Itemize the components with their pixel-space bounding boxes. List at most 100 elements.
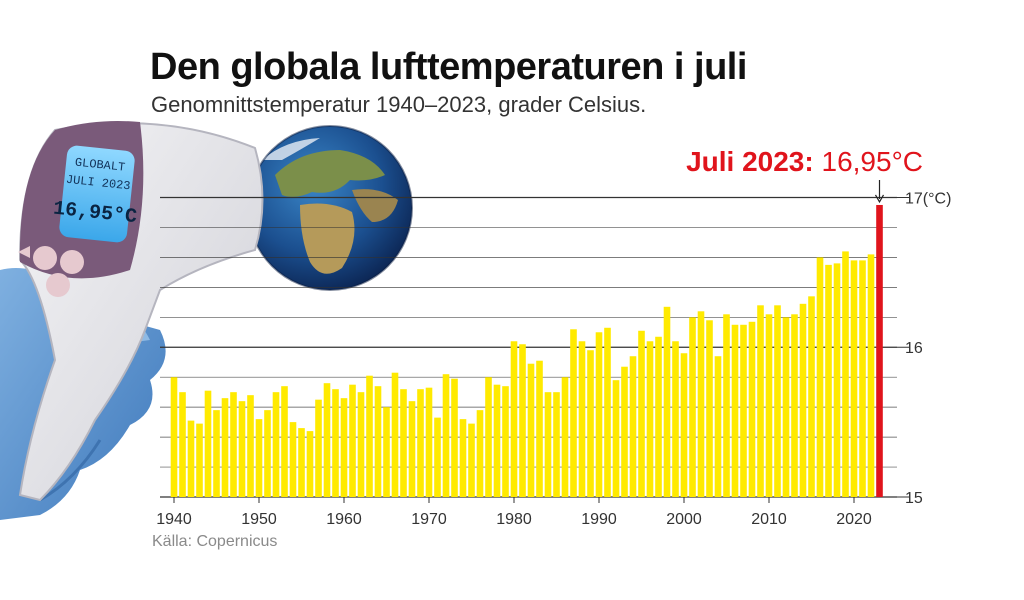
bar-2020	[850, 260, 858, 497]
bar-1997	[655, 336, 662, 497]
bar-1956	[306, 431, 314, 497]
bar-1999	[672, 341, 679, 497]
y-tick-label: 15	[905, 490, 923, 507]
bar-2005	[723, 314, 730, 497]
bar-1983	[536, 360, 543, 497]
bar-1972	[442, 374, 450, 497]
bar-1979	[502, 386, 509, 497]
bar-1989	[587, 350, 594, 497]
bar-1957	[315, 399, 322, 497]
bar-1969	[417, 389, 424, 497]
bar-1943	[196, 423, 203, 497]
bar-1970	[425, 387, 433, 497]
bar-1950	[255, 419, 263, 497]
x-tick-label: 1940	[156, 511, 192, 528]
bar-2013	[791, 314, 798, 497]
bar-1996	[646, 341, 654, 497]
bar-2014	[799, 303, 807, 497]
bar-1998	[663, 306, 671, 497]
bar-2011	[774, 305, 781, 497]
x-tick-label: 1980	[496, 511, 532, 528]
bar-1994	[629, 356, 637, 497]
bar-2003	[706, 320, 713, 497]
bar-2004	[714, 356, 722, 497]
bar-1984	[544, 392, 552, 497]
bar-2012	[782, 317, 790, 497]
bar-1971	[434, 417, 441, 497]
source-note: Källa: Copernicus	[152, 533, 278, 550]
x-tick-label: 1950	[241, 511, 277, 528]
bar-1985	[553, 392, 560, 497]
bar-2018	[833, 263, 841, 497]
x-tick-label: 2020	[836, 511, 872, 528]
callout-arrow-head	[874, 194, 885, 204]
y-axis-ticks: 15 16 17(°C)	[897, 190, 951, 507]
bar-1949	[247, 395, 254, 497]
bar-1959	[332, 389, 339, 497]
bar-1992	[612, 380, 620, 497]
bar-2001	[689, 317, 696, 497]
chart-title: Den globala lufttemperaturen i juli	[150, 46, 747, 88]
x-tick-label: 2000	[666, 511, 702, 528]
bar-1982	[527, 363, 535, 497]
chart-subtitle: Genomnittstemperatur 1940–2023, grader C…	[151, 92, 647, 117]
bar-1953	[281, 386, 288, 497]
bar-1964	[374, 386, 382, 497]
bar-1980	[510, 341, 518, 497]
bar-2000	[680, 353, 688, 497]
bar-1995	[638, 330, 645, 497]
x-tick-label: 1990	[581, 511, 617, 528]
bar-1987	[570, 329, 577, 497]
bar-1976	[476, 410, 484, 497]
bar-1942	[187, 420, 195, 497]
bar-2010	[765, 314, 773, 497]
bar-1988	[578, 341, 586, 497]
bar-1951	[264, 410, 271, 497]
y-tick-label: 17(°C)	[905, 190, 951, 207]
y-tick-label: 16	[905, 340, 923, 357]
highlight-callout: Juli 2023: 16,95°C	[686, 146, 923, 178]
bar-1948	[238, 401, 246, 497]
bar-2007	[740, 324, 747, 497]
bars	[170, 204, 883, 497]
bar-1977	[485, 377, 492, 497]
bar-1991	[604, 327, 611, 497]
bar-1952	[272, 392, 280, 497]
bar-1945	[213, 410, 220, 497]
device-screen-line2: JULI 2023	[65, 173, 131, 194]
bar-1954	[289, 422, 297, 497]
x-tick-label: 1960	[326, 511, 362, 528]
x-axis-ticks: 1940 1950 1960 1970 1980 1990 2000 2010 2020	[156, 497, 872, 528]
bar-1990	[595, 332, 603, 497]
callout-value: 16,95°C	[821, 146, 924, 177]
infrared-thermometer-icon	[18, 121, 264, 502]
device-screen-line1: GLOBALT	[74, 156, 126, 175]
bar-1981	[519, 344, 526, 497]
bar-1961	[349, 384, 356, 497]
bar-1940	[170, 377, 178, 497]
highlight-marker	[874, 180, 885, 204]
bar-2022	[867, 254, 875, 497]
x-tick-label: 2010	[751, 511, 787, 528]
bar-1946	[221, 398, 229, 497]
x-tick-label: 1970	[411, 511, 447, 528]
bar-1967	[400, 389, 407, 497]
bar-1947	[230, 392, 237, 497]
bar-1941	[179, 392, 186, 497]
bar-1968	[408, 401, 416, 497]
bar-2021	[859, 260, 866, 497]
bar-1944	[204, 390, 212, 497]
bar-1978	[493, 384, 501, 497]
bar-2019	[842, 251, 849, 497]
bar-1958	[323, 383, 331, 497]
bar-1960	[340, 398, 348, 497]
bar-1965	[383, 407, 390, 497]
bar-2016	[816, 257, 824, 497]
bar-2023	[876, 204, 883, 497]
bar-1966	[391, 372, 399, 497]
bar-2008	[748, 321, 756, 497]
bar-2017	[825, 264, 832, 497]
bar-1963	[366, 375, 373, 497]
bar-2015	[808, 296, 815, 497]
bar-2002	[697, 311, 705, 497]
